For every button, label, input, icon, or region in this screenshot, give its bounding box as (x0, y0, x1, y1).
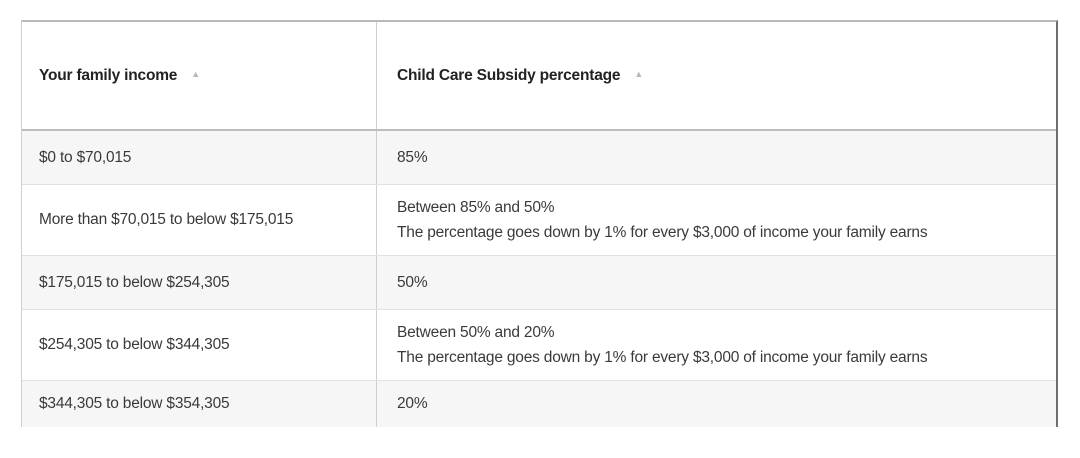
table-row: $254,305 to below $344,305 Between 50% a… (22, 310, 1056, 381)
subsidy-value: 20% (397, 395, 428, 412)
table-row: $175,015 to below $254,305 50% (22, 256, 1056, 310)
subsidy-value: Between 50% and 20% (397, 323, 555, 341)
income-cell: $0 to $70,015 (22, 131, 377, 184)
sort-up-icon[interactable]: ▲ (634, 69, 644, 79)
table-row: More than $70,015 to below $175,015 Betw… (22, 185, 1056, 256)
subsidy-note: The percentage goes down by 1% for every… (397, 223, 928, 241)
column-header-label: Child Care Subsidy percentage (397, 66, 621, 84)
subsidy-table: Your family income ▲ Child Care Subsidy … (21, 20, 1058, 427)
sort-up-icon[interactable]: ▲ (191, 69, 200, 79)
column-header-family-income[interactable]: Your family income ▲ (22, 22, 377, 129)
subsidy-cell: 85% (377, 131, 1056, 184)
subsidy-cell: 50% (377, 256, 1056, 309)
subsidy-cell: Between 85% and 50% The percentage goes … (377, 185, 1056, 255)
subsidy-note: The percentage goes down by 1% for every… (397, 348, 928, 366)
income-cell: $175,015 to below $254,305 (22, 256, 377, 309)
table-header-row: Your family income ▲ Child Care Subsidy … (22, 22, 1056, 131)
subsidy-value: 85% (397, 148, 428, 166)
income-cell: $344,305 to below $354,305 (22, 381, 377, 427)
column-header-subsidy-percentage[interactable]: Child Care Subsidy percentage ▲ (377, 22, 1056, 129)
table-row: $344,305 to below $354,305 20% (22, 381, 1056, 427)
table-row: $0 to $70,015 85% (22, 131, 1056, 185)
subsidy-cell: Between 50% and 20% The percentage goes … (377, 310, 1056, 380)
income-cell: More than $70,015 to below $175,015 (22, 185, 377, 255)
column-header-label: Your family income (39, 66, 178, 84)
income-cell: $254,305 to below $344,305 (22, 310, 377, 380)
subsidy-cell: 20% (377, 381, 1056, 427)
subsidy-value: 50% (397, 273, 428, 291)
subsidy-value: Between 85% and 50% (397, 198, 555, 216)
